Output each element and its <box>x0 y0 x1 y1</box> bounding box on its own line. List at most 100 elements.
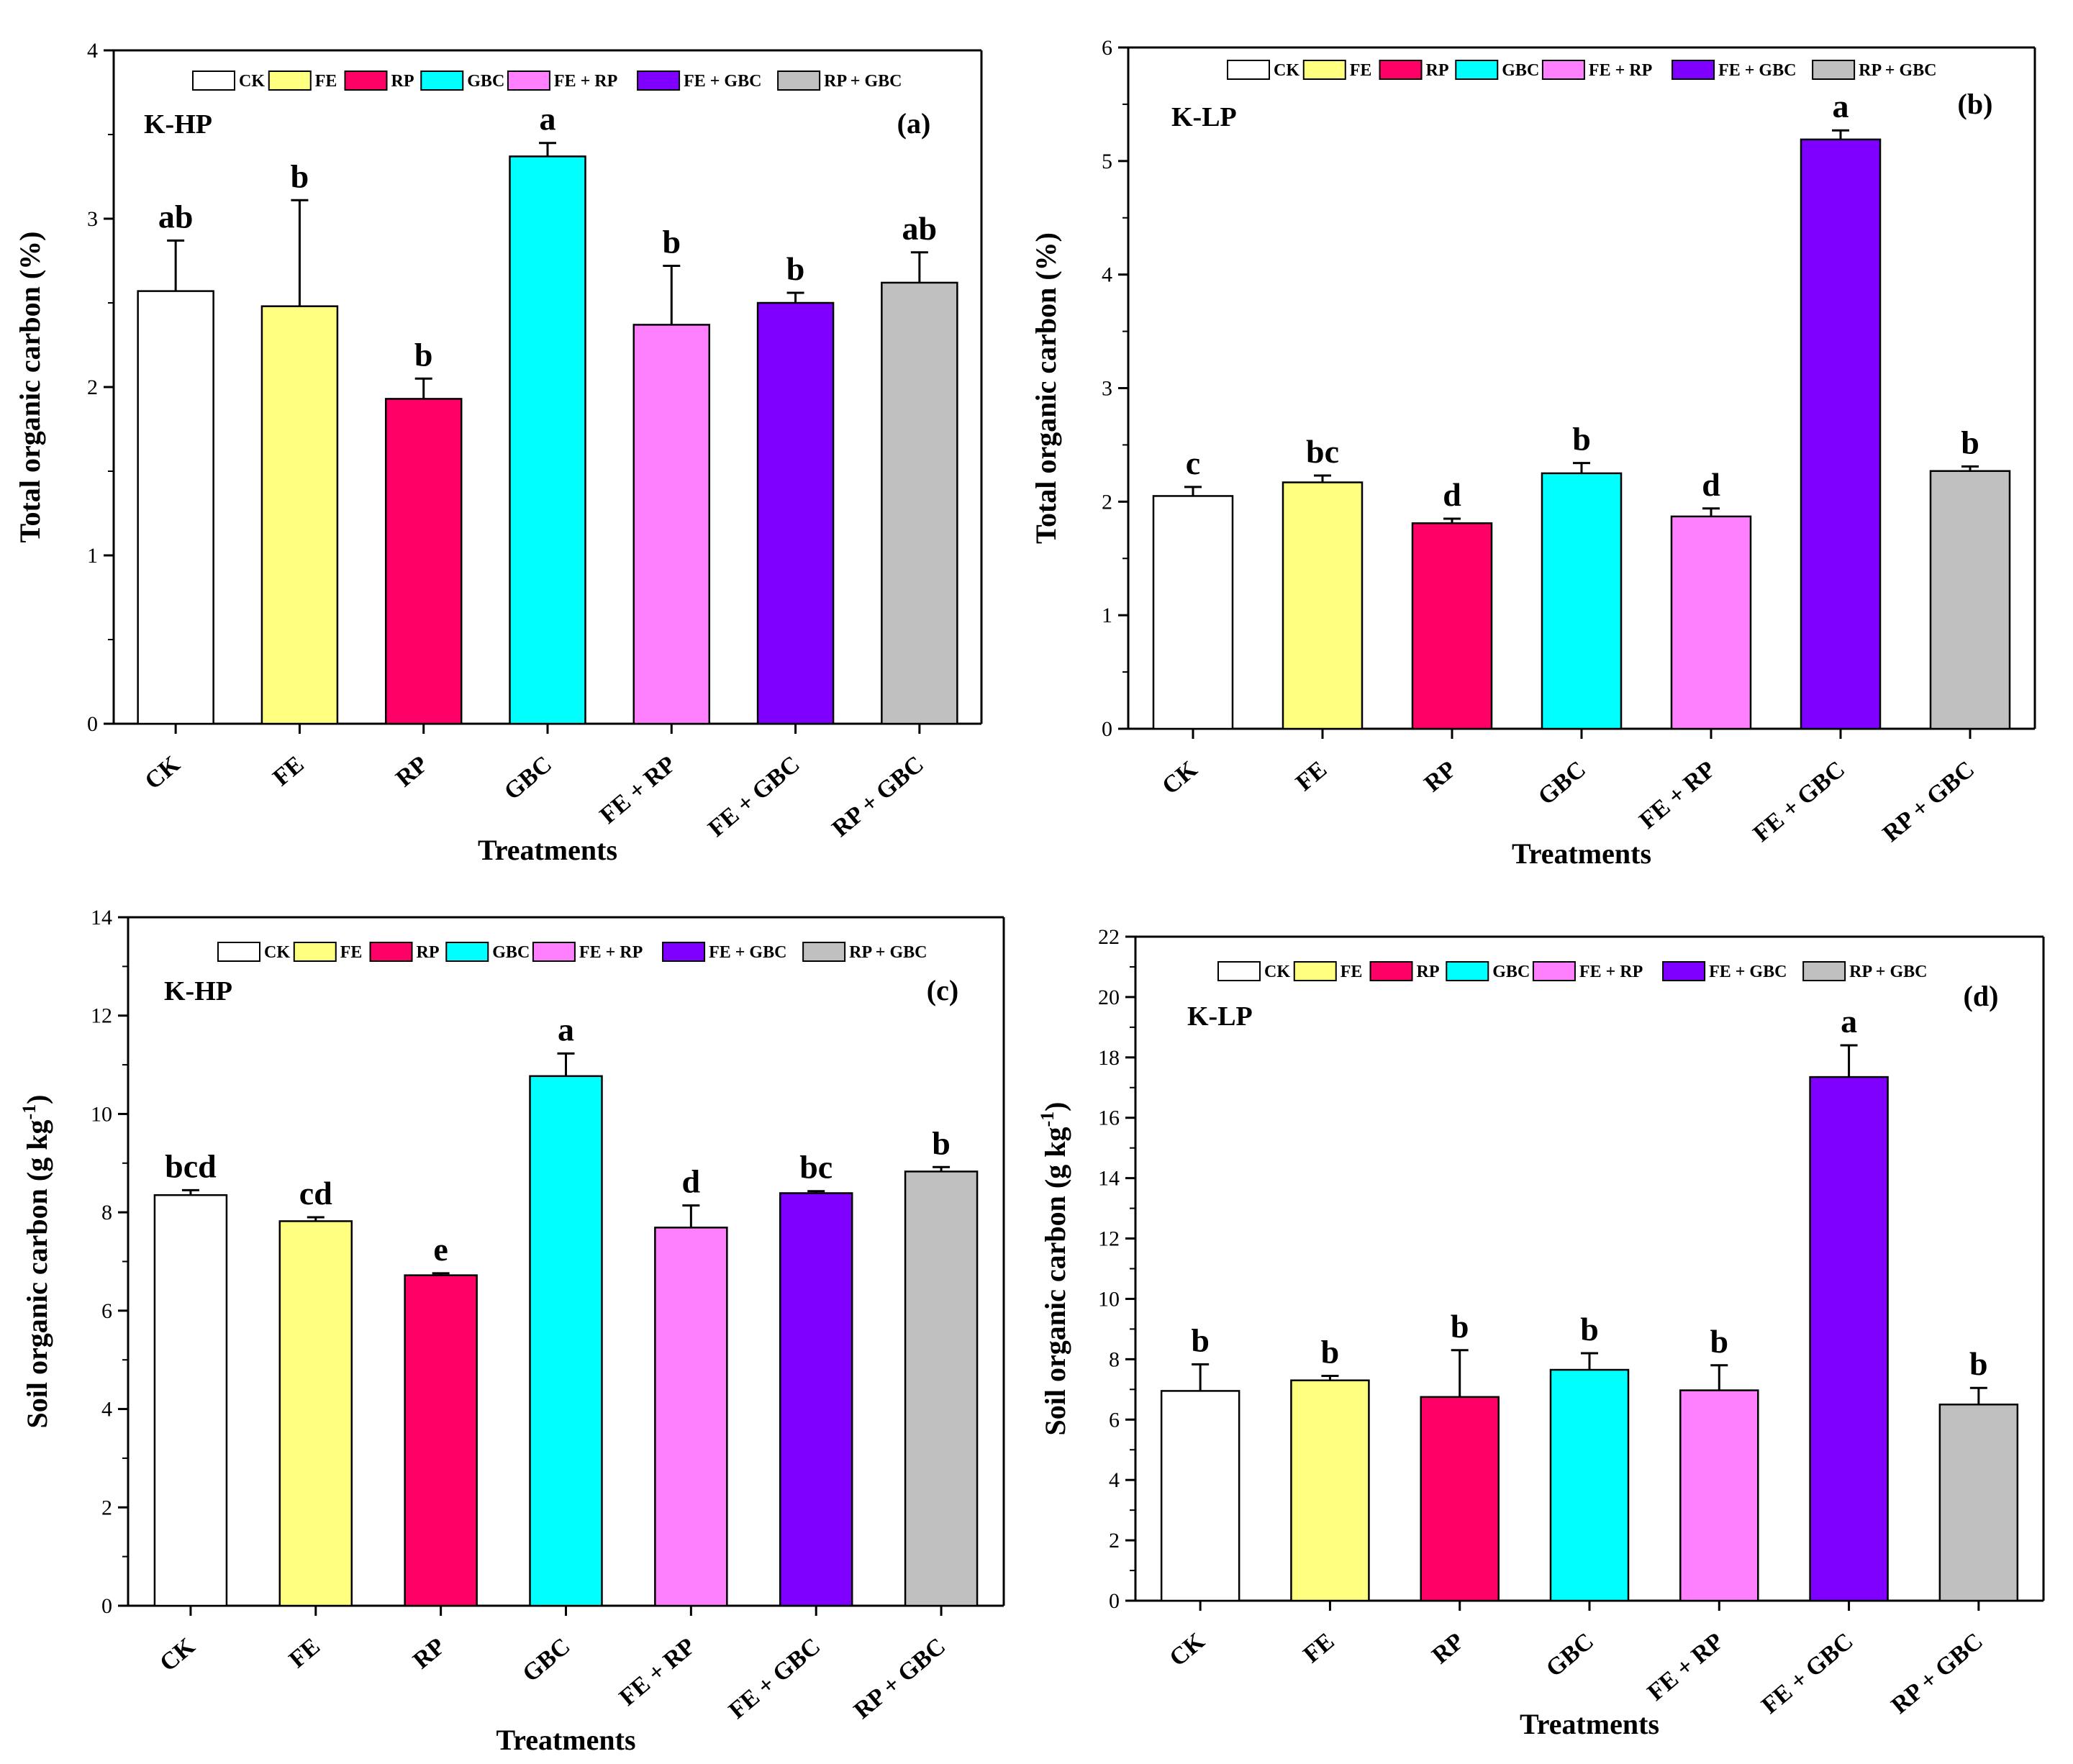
legend-swatch <box>217 942 260 962</box>
legend-label: FE + GBC <box>709 943 786 962</box>
legend-label: FE + RP <box>579 943 643 962</box>
significance-letter: a <box>540 101 556 137</box>
bar <box>756 301 835 725</box>
significance-letter: e <box>433 1231 448 1268</box>
bar <box>1282 481 1364 730</box>
y-axis-title: Soil organic carbon (g kg-1) <box>19 1095 53 1429</box>
legend-swatch <box>1541 60 1585 80</box>
y-tick-label: 0 <box>87 712 98 736</box>
significance-letter: b <box>1572 421 1591 458</box>
legend-swatch <box>802 942 846 962</box>
y-tick-label: 2 <box>1109 1529 1120 1552</box>
y-tick-label: 1 <box>1102 604 1112 627</box>
legend-swatch <box>1217 961 1261 981</box>
x-tick-label: FE + GBC <box>1756 1628 1858 1719</box>
legend-swatch <box>445 942 489 962</box>
x-tick-label: FE + RP <box>1643 1628 1729 1706</box>
x-tick-label: RP <box>391 751 433 792</box>
y-tick-label: 2 <box>101 1496 112 1519</box>
legend-swatch <box>1379 60 1423 80</box>
bar <box>654 1227 728 1607</box>
legend-label: FE + RP <box>554 72 617 91</box>
legend-label: GBC <box>1492 963 1530 981</box>
y-tick-label: 4 <box>87 39 98 63</box>
significance-letter: b <box>1191 1322 1210 1358</box>
x-axis-title: Treatments <box>1520 1708 1659 1740</box>
x-tick-label: CK <box>1157 755 1202 799</box>
site-label: K-LP <box>1171 102 1237 132</box>
y-tick-label: 14 <box>91 906 112 929</box>
bar <box>1938 1404 2019 1602</box>
legend-label: FE + RP <box>1579 963 1643 981</box>
significance-letter: b <box>786 250 805 287</box>
significance-letter: d <box>1702 466 1720 503</box>
significance-letter: bcd <box>165 1147 217 1184</box>
legend-swatch <box>420 71 464 91</box>
legend-swatch <box>1802 961 1846 981</box>
y-axis-title-main: Total organic carbon (%) <box>1030 232 1062 544</box>
legend-swatch <box>1455 60 1499 80</box>
y-tick-label: 8 <box>101 1201 112 1224</box>
y-tick-label: 6 <box>1102 36 1112 60</box>
x-tick-label: GBC <box>499 751 557 806</box>
y-tick-label: 22 <box>1098 925 1120 949</box>
site-label: K-HP <box>164 976 232 1006</box>
x-tick-label: RP <box>1427 1628 1469 1669</box>
chart-panel: 0 1 2 3 4 ab CK b FE b RP a GBC b FE + RP b FE + GBC ab RP… <box>14 39 983 866</box>
significance-letter: bc <box>1306 433 1339 470</box>
y-tick-label: 2 <box>1102 490 1112 514</box>
legend-label: RP + GBC <box>849 943 927 962</box>
legend-swatch <box>1369 961 1413 981</box>
legend-swatch <box>268 71 312 91</box>
bar <box>1929 470 2011 730</box>
legend-label: CK <box>239 72 265 91</box>
bar <box>384 398 463 725</box>
legend-label: FE <box>1350 61 1372 80</box>
x-tick-label: GBC <box>517 1633 575 1688</box>
legend-label: GBC <box>1502 61 1539 80</box>
y-tick-label: 2 <box>87 376 98 399</box>
y-axis-title-superscript: -1 <box>1037 1111 1058 1127</box>
legend-swatch <box>1812 60 1856 80</box>
bar <box>1152 495 1234 730</box>
x-tick-label: RP + GBC <box>1878 756 1979 847</box>
legend-swatch <box>1293 961 1337 981</box>
bar <box>632 324 711 725</box>
significance-letter: a <box>558 1011 574 1047</box>
bar <box>1160 1390 1240 1602</box>
legend-label: FE + GBC <box>684 72 761 91</box>
significance-letter: b <box>291 158 309 194</box>
significance-letter: b <box>932 1124 951 1161</box>
y-tick-label: 0 <box>1102 717 1112 741</box>
y-axis-title-tail: ) <box>21 1095 53 1104</box>
y-axis-title-main: Total organic carbon (%) <box>14 232 46 543</box>
x-tick-label: FE + GBC <box>724 1633 825 1724</box>
x-tick-label: FE + GBC <box>1748 756 1850 847</box>
y-tick-label: 4 <box>1102 263 1112 287</box>
bar <box>1679 1389 1759 1602</box>
legend-swatch <box>507 71 550 91</box>
legend-label: FE <box>1341 963 1363 981</box>
x-tick-label: RP + GBC <box>849 1633 951 1724</box>
site-label: K-LP <box>1187 1001 1253 1032</box>
significance-letter: b <box>1969 1345 1988 1382</box>
legend-swatch <box>532 942 576 962</box>
panel-label: (d) <box>1964 980 1999 1012</box>
x-tick-label: FE <box>268 751 309 791</box>
significance-letter: b <box>1451 1308 1469 1345</box>
significance-letter: c <box>1186 445 1200 481</box>
significance-letter: b <box>1961 424 1979 460</box>
site-label: K-HP <box>144 109 212 140</box>
significance-letter: b <box>1710 1323 1728 1360</box>
legend-swatch <box>662 942 706 962</box>
legend-swatch <box>1446 961 1489 981</box>
x-tick-label: CK <box>140 750 185 794</box>
bar <box>509 155 586 725</box>
bar <box>529 1075 603 1607</box>
bar <box>1420 1396 1500 1602</box>
y-tick-label: 10 <box>1098 1287 1120 1311</box>
legend-label: RP <box>417 943 440 962</box>
legend-swatch <box>1671 60 1715 80</box>
panel-label: (a) <box>897 107 931 140</box>
